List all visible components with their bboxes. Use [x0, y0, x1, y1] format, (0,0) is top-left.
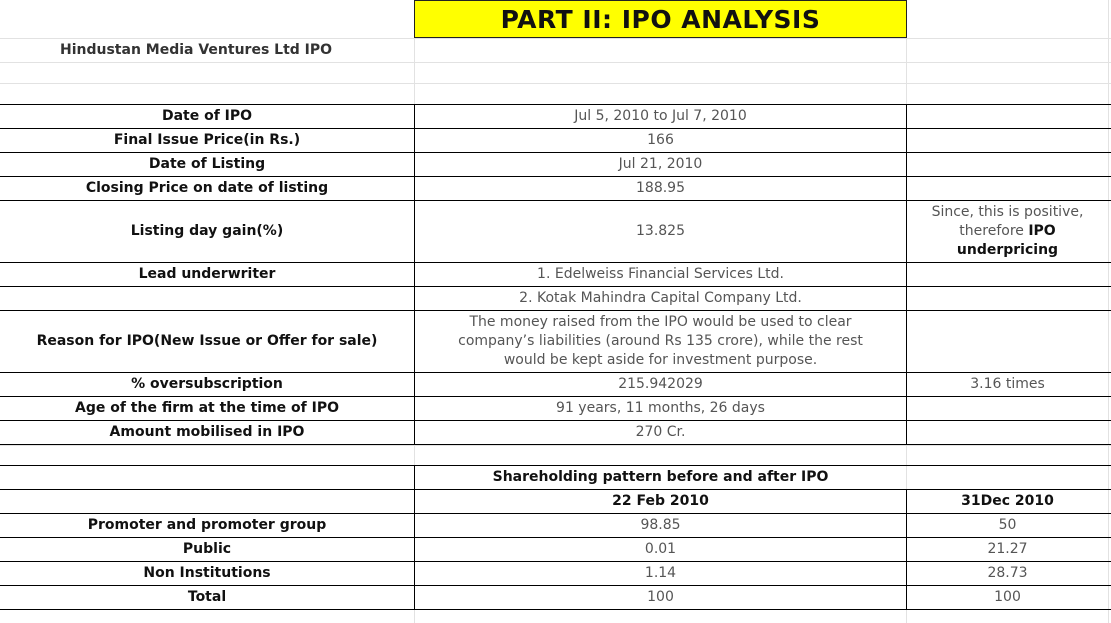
table-border — [0, 513, 1111, 514]
table-border — [0, 585, 1111, 586]
row-value: Jul 21, 2010 — [618, 156, 703, 172]
row-label — [0, 287, 414, 310]
shareholding-after: 50 — [998, 517, 1017, 533]
row-label: Date of IPO — [161, 108, 253, 124]
shareholding-after: 100 — [994, 589, 1021, 605]
row-label: Final Issue Price(in Rs.) — [113, 132, 301, 148]
gridline — [0, 38, 1111, 39]
table-border — [0, 420, 1111, 421]
shareholding-before: 0.01 — [644, 541, 677, 557]
row-label: Age of the firm at the time of IPO — [74, 400, 340, 416]
row-label: % oversubscription — [131, 376, 283, 392]
row-label: Lead underwriter — [138, 266, 276, 282]
shareholding-before: 98.85 — [640, 517, 681, 533]
row-value: 270 Cr. — [635, 424, 686, 440]
row-value: Jul 5, 2010 to Jul 7, 2010 — [574, 108, 747, 124]
table-border — [0, 128, 1111, 129]
page-title: PART II: IPO ANALYSIS — [414, 0, 907, 38]
table-border — [414, 465, 415, 610]
table-border — [0, 537, 1111, 538]
row-label: Listing day gain(%) — [130, 223, 284, 239]
row-value: 188.95 — [636, 180, 685, 196]
gridline — [414, 445, 415, 465]
row-label: Amount mobilised in IPO — [109, 424, 305, 440]
row-value: 91 years, 11 months, 26 days — [556, 400, 765, 416]
row-label: Reason for IPO(New Issue or Offer for sa… — [36, 333, 378, 349]
row-value: 215.942029 — [618, 376, 703, 392]
note-emphasis: IPO underpricing — [956, 223, 1059, 258]
column-header-after: 31Dec 2010 — [961, 493, 1054, 509]
table-border — [0, 310, 1111, 311]
table-border — [0, 200, 1111, 201]
shareholding-heading: Shareholding pattern before and after IP… — [492, 469, 829, 485]
shareholding-after: 21.27 — [987, 541, 1028, 557]
table-border — [0, 561, 1111, 562]
row-value: 13.825 — [636, 223, 685, 239]
table-border — [0, 609, 1111, 610]
table-border — [0, 444, 1111, 445]
shareholding-label: Public — [182, 541, 232, 557]
shareholding-before: 100 — [647, 589, 674, 605]
table-border — [0, 152, 1111, 153]
gridline — [906, 445, 907, 465]
table-border — [0, 262, 1111, 263]
row-note: Since, this is positive, therefore IPO u… — [907, 201, 1108, 262]
gridline — [1108, 0, 1109, 623]
table-border — [414, 104, 415, 445]
row-value: 166 — [647, 132, 674, 148]
table-border — [0, 286, 1111, 287]
row-value: The money raised from the IPO would be u… — [458, 314, 863, 368]
row-label: Date of Listing — [148, 156, 266, 172]
table-border — [906, 104, 907, 445]
gridline — [906, 466, 907, 489]
table-border — [0, 176, 1111, 177]
column-header-before: 22 Feb 2010 — [612, 493, 709, 509]
table-border — [0, 104, 1111, 105]
company-name: Hindustan Media Ventures Ltd IPO — [60, 42, 333, 58]
shareholding-label: Promoter and promoter group — [87, 517, 327, 533]
shareholding-after: 28.73 — [987, 565, 1028, 581]
row-value: 1. Edelweiss Financial Services Ltd. — [537, 266, 784, 282]
shareholding-label: Total — [187, 589, 227, 605]
gridline — [906, 0, 907, 104]
gridline — [414, 609, 415, 623]
table-border — [906, 489, 907, 610]
shareholding-label: Non Institutions — [143, 565, 271, 581]
row-label: Closing Price on date of listing — [85, 180, 329, 196]
shareholding-before: 1.14 — [644, 565, 677, 581]
gridline — [0, 445, 1111, 446]
row-note: 3.16 times — [970, 376, 1045, 392]
table-border — [0, 396, 1111, 397]
gridline — [414, 38, 415, 104]
table-border — [0, 372, 1111, 373]
gridline — [0, 62, 1111, 63]
gridline — [906, 609, 907, 623]
note-text: Since, this is positive, therefore — [931, 204, 1084, 239]
table-border — [0, 489, 1111, 490]
table-border — [0, 465, 1111, 466]
gridline — [0, 83, 1111, 84]
row-value: 2. Kotak Mahindra Capital Company Ltd. — [519, 290, 802, 306]
